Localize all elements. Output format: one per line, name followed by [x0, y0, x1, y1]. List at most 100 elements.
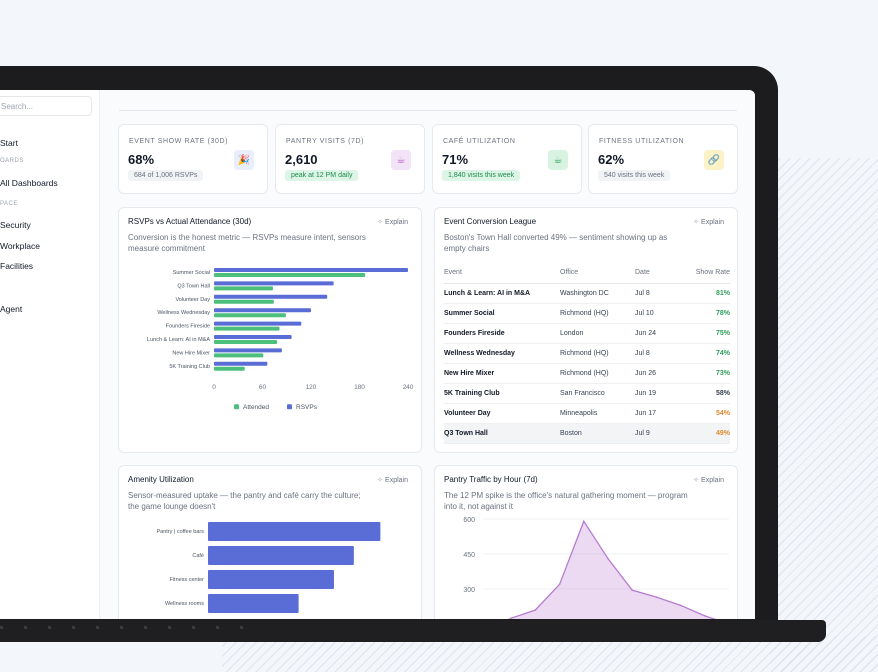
panel-title: Amenity Utilization: [128, 475, 194, 484]
explain-button[interactable]: ✧ Explain: [693, 218, 724, 226]
cell-office: Richmond (HQ): [560, 363, 635, 384]
area-fill: [509, 521, 715, 619]
sidebar-item-all-dashboards[interactable]: All Dashboards: [0, 178, 58, 188]
pantry-area-chart: 150300450600: [463, 517, 729, 619]
kpi-subtext: peak at 12 PM daily: [285, 170, 359, 181]
cell-show-rate: 75%: [680, 323, 730, 344]
cell-date: Jun 17: [635, 403, 680, 424]
explain-label: Explain: [385, 219, 408, 226]
rsvp-bar: [214, 308, 311, 313]
cell-office: Richmond (HQ): [560, 343, 635, 364]
table-row[interactable]: New Hire Mixer Richmond (HQ) Jun 26 73%: [444, 363, 730, 384]
cell-event: Summer Social: [444, 303, 560, 324]
sidebar-item-start[interactable]: Start: [0, 138, 18, 148]
party-popper-icon: 🎉: [234, 150, 254, 170]
table-row[interactable]: Wellness Wednesday Richmond (HQ) Jul 8 74%: [444, 343, 730, 364]
cell-event: New Hire Mixer: [444, 363, 560, 384]
category-label: Wellness rooms: [165, 601, 204, 607]
cell-event: Lunch & Learn: AI in M&A: [444, 283, 560, 304]
legend-label: Attended: [243, 404, 269, 411]
cell-show-rate: 58%: [680, 383, 730, 404]
column-header-office[interactable]: Office: [560, 263, 635, 284]
sidebar-section-space: PACE: [0, 201, 18, 207]
amenity-bar-chart: Pantry | coffee bars Café Fitness center We…: [157, 522, 381, 613]
cell-office: Richmond (HQ): [560, 303, 635, 324]
amenity-bar: [208, 522, 381, 541]
search-input[interactable]: Search...: [0, 96, 92, 116]
rsvp-bar: [214, 268, 408, 272]
cell-date: Jun 19: [635, 383, 680, 404]
explain-button[interactable]: ✧ Explain: [693, 476, 724, 484]
table-row[interactable]: 5K Training Club San Francisco Jun 19 58%: [444, 383, 730, 404]
pantry-traffic-panel: Pantry Traffic by Hour (7d) ✧ Explain The…: [434, 465, 738, 619]
amenity-bar: [208, 594, 299, 613]
cell-show-rate: 74%: [680, 343, 730, 364]
table-row[interactable]: Summer Social Richmond (HQ) Jul 10 78%: [444, 303, 730, 324]
category-label: Founders Fireside: [166, 324, 210, 330]
category-label: Q3 Town Hall: [177, 283, 210, 289]
panel-subtitle: Conversion is the honest metric — RSVPs …: [128, 233, 366, 253]
attended-bar: [214, 326, 280, 331]
attended-bar: [214, 273, 366, 277]
table-row[interactable]: Q3 Town Hall Boston Jul 9 49%: [444, 423, 730, 444]
category-label: Fitness center: [169, 577, 204, 583]
kpi-value: 62%: [598, 152, 625, 167]
legend-label: RSVPs: [296, 404, 318, 411]
rsvp-bar: [214, 361, 268, 366]
cell-event: Volunteer Day: [444, 403, 560, 424]
rsvp-bar: [214, 281, 334, 286]
table-row[interactable]: Volunteer Day Minneapolis Jun 17 54%: [444, 403, 730, 424]
cell-office: San Francisco: [560, 383, 635, 404]
y-tick-label: 600: [463, 517, 475, 524]
x-tick-label: 180: [354, 384, 365, 391]
data-point: [704, 615, 706, 617]
table-row[interactable]: Founders Fireside London Jun 24 75%: [444, 323, 730, 344]
sidebar-item-agent[interactable]: Agent: [0, 304, 23, 314]
panel-subtitle: Sensor-measured uptake — the pantry and …: [128, 491, 361, 511]
kpi-card-fitness-utilization: FITNESS UTILIZATION 62% 540 visits this …: [588, 124, 738, 194]
column-header-event[interactable]: Event: [444, 263, 560, 284]
kpi-subtext: 684 of 1,006 RSVPs: [128, 170, 204, 181]
table-header-row: Event Office Date Show Rate: [444, 263, 730, 284]
cell-office: Washington DC: [560, 283, 635, 304]
sparkle-icon: ✧: [693, 219, 700, 226]
rsvp-bar: [214, 348, 282, 353]
cell-show-rate: 81%: [680, 283, 730, 304]
explain-button[interactable]: ✧ Explain: [377, 218, 408, 226]
sidebar-item-facilities[interactable]: Facilities: [0, 261, 34, 271]
link-icon: 🔗: [704, 150, 724, 170]
x-tick-label: 60: [259, 384, 267, 391]
cell-event: Founders Fireside: [444, 323, 560, 344]
category-label: 5K Training Club: [169, 364, 210, 370]
event-conversion-league-panel: Event Conversion League ✧ Explain Boston'…: [434, 207, 738, 453]
kpi-value: 2,610: [285, 152, 318, 167]
laptop-base: [0, 620, 826, 642]
y-tick-label: 300: [463, 587, 475, 594]
panel-title: Pantry Traffic by Hour (7d): [444, 475, 538, 484]
attended-bar: [214, 313, 286, 318]
kpi-label: CAFÉ UTILIZATION: [443, 138, 516, 145]
table-row[interactable]: Lunch & Learn: AI in M&A Washington DC Jul…: [444, 283, 730, 304]
sidebar-item-security[interactable]: Security: [0, 220, 31, 230]
sidebar: Search... Start OARDS All Dashboards PAC…: [0, 90, 100, 619]
data-point: [679, 604, 682, 607]
explain-button[interactable]: ✧ Explain: [377, 476, 408, 484]
cell-event: 5K Training Club: [444, 383, 560, 404]
background-pattern: [222, 636, 878, 672]
kpi-value: 71%: [442, 152, 469, 167]
cell-date: Jul 8: [635, 343, 680, 364]
kpi-value: 68%: [128, 152, 155, 167]
data-point: [534, 609, 537, 611]
panel-title: RSVPs vs Actual Attendance (30d): [128, 217, 252, 226]
attended-bar: [214, 340, 278, 344]
cell-office: Boston: [560, 423, 635, 444]
category-label: Summer Social: [173, 270, 210, 276]
explain-label: Explain: [701, 477, 724, 484]
column-header-show-rate[interactable]: Show Rate: [680, 263, 730, 284]
legend-swatch: [287, 404, 292, 410]
panel-title: Event Conversion League: [444, 217, 537, 226]
column-header-date[interactable]: Date: [635, 263, 680, 284]
sidebar-item-workplace[interactable]: Workplace: [0, 241, 40, 251]
attended-bar: [214, 299, 274, 304]
explain-label: Explain: [701, 219, 724, 226]
